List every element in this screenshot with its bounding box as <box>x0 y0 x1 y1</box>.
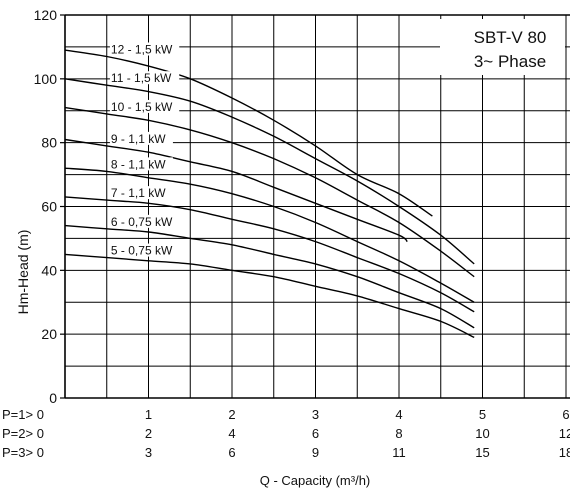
x-tick-label: 12 <box>559 426 570 441</box>
y-tick-label: 80 <box>41 135 57 151</box>
series-line <box>64 167 475 303</box>
y-tick-label: 20 <box>41 326 57 342</box>
series-label: 11 - 1,5 kW <box>111 71 172 85</box>
x-tick-label: 4 <box>228 426 235 441</box>
x-tick-label: 15 <box>475 445 489 460</box>
title-block: SBT-V 80 3~ Phase <box>440 19 565 75</box>
series-label-background <box>109 186 173 200</box>
series-label: 12 - 1,5 kW <box>111 42 173 56</box>
x-tick-label: 11 <box>392 445 406 460</box>
x-tick-label: 1 <box>145 407 152 422</box>
series-line <box>64 253 475 339</box>
y-tick-label: 40 <box>41 262 57 278</box>
series-label-background <box>109 243 180 257</box>
x-tick-label: 6 <box>228 445 235 460</box>
y-tick-label: 60 <box>41 199 57 215</box>
series-label: 6 - 0,75 kW <box>111 215 173 229</box>
x-tick-label: 5 <box>479 407 486 422</box>
y-tick-label: 120 <box>34 7 58 23</box>
x-scale-label: P=1> 0 <box>2 407 44 422</box>
series-line <box>64 224 475 329</box>
series-label: 8 - 1,1 kW <box>111 157 166 171</box>
y-tick-label: 0 <box>49 390 57 406</box>
series-line <box>64 138 408 243</box>
series-label: 5 - 0,75 kW <box>111 244 173 258</box>
x-tick-label: 6 <box>562 407 569 422</box>
curves <box>64 49 475 339</box>
curve-labels: 12 - 1,5 kW 11 - 1,5 kW 10 - 1,5 kW 9 - 1,1… <box>109 42 180 258</box>
series-label: 9 - 1,1 kW <box>111 132 166 146</box>
x-scale-label: P=2> 0 <box>2 426 44 441</box>
x-tick-label: 2 <box>228 407 235 422</box>
series-label-background <box>109 157 173 171</box>
series-label-background <box>109 214 180 228</box>
series-line <box>64 49 433 217</box>
x-tick-label: 18 <box>559 445 570 460</box>
x-tick-label: 6 <box>312 426 319 441</box>
series-label: 7 - 1,1 kW <box>111 186 166 200</box>
x-axis-label: Q - Capacity (m³/h) <box>260 473 371 488</box>
x-tick-label: 3 <box>312 407 319 422</box>
x-scale-label: P=3> 0 <box>2 445 44 460</box>
y-tick-label: 100 <box>34 71 58 87</box>
series-label-background <box>109 71 180 85</box>
series-label-background <box>109 42 180 56</box>
series-line <box>64 106 475 278</box>
series-label-background <box>109 131 173 145</box>
series-line <box>64 78 475 265</box>
y-axis-label: Hm-Head (m) <box>15 230 31 315</box>
series-line <box>64 196 475 313</box>
x-tick-label: 2 <box>145 426 152 441</box>
x-tick-label: 4 <box>395 407 402 422</box>
title-box <box>440 19 565 75</box>
x-tick-label: 9 <box>312 445 319 460</box>
x-tick-label: 8 <box>395 426 402 441</box>
x-tick-label: 10 <box>475 426 489 441</box>
chart-title: SBT-V 80 <box>474 28 547 47</box>
x-tick-label: 3 <box>145 445 152 460</box>
chart-subtitle: 3~ Phase <box>474 52 546 71</box>
series-label: 10 - 1,5 kW <box>111 100 173 114</box>
series-label-background <box>109 99 180 113</box>
